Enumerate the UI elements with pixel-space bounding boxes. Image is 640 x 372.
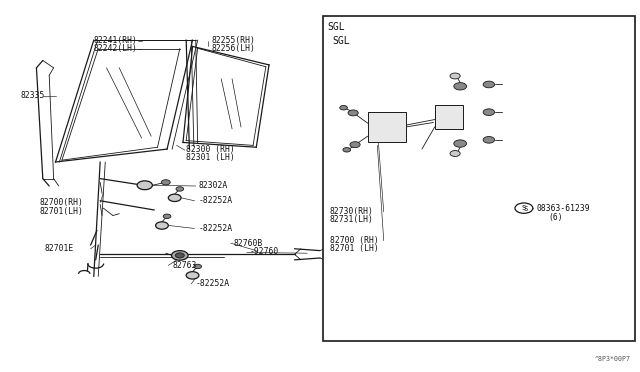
Bar — [435, 105, 463, 129]
Text: 82242(LH): 82242(LH) — [94, 44, 138, 53]
Circle shape — [450, 73, 460, 79]
Text: -82252A: -82252A — [196, 279, 230, 288]
Text: -82252A: -82252A — [199, 224, 233, 233]
Bar — [323, 16, 636, 341]
Text: 82300 (RH): 82300 (RH) — [186, 145, 235, 154]
Text: 82763: 82763 — [172, 261, 196, 270]
Text: 82701 (LH): 82701 (LH) — [330, 244, 378, 253]
Circle shape — [175, 253, 184, 258]
Text: 82700(RH): 82700(RH) — [40, 198, 83, 207]
Text: 82701E: 82701E — [45, 244, 74, 253]
Circle shape — [156, 222, 168, 229]
Circle shape — [454, 83, 467, 90]
Text: 82701(LH): 82701(LH) — [40, 206, 83, 216]
Circle shape — [483, 109, 495, 115]
Circle shape — [186, 272, 199, 279]
Circle shape — [163, 214, 171, 218]
Text: 08363-61239: 08363-61239 — [537, 204, 590, 214]
Circle shape — [168, 194, 181, 202]
Text: 82335: 82335 — [20, 91, 45, 100]
Text: 82241(RH): 82241(RH) — [94, 36, 138, 45]
Circle shape — [176, 187, 184, 191]
Text: 82255(RH): 82255(RH) — [212, 36, 255, 45]
Text: S: S — [522, 205, 526, 211]
Text: -92760: -92760 — [250, 247, 279, 256]
Text: 82302A: 82302A — [199, 182, 228, 190]
Text: -82252A: -82252A — [199, 196, 233, 205]
Circle shape — [172, 251, 188, 260]
Circle shape — [483, 81, 495, 88]
Text: ^8P3*00P7: ^8P3*00P7 — [595, 356, 631, 362]
Circle shape — [340, 106, 348, 110]
Circle shape — [137, 181, 152, 190]
Text: S: S — [524, 206, 528, 212]
Text: 82731(LH): 82731(LH) — [330, 215, 373, 224]
Bar — [368, 112, 406, 142]
Text: 82700 (RH): 82700 (RH) — [330, 236, 378, 245]
Text: SGL: SGL — [328, 22, 345, 32]
Circle shape — [194, 264, 202, 269]
Text: 82301 (LH): 82301 (LH) — [186, 153, 235, 162]
Circle shape — [350, 142, 360, 148]
Circle shape — [483, 137, 495, 143]
Text: (6): (6) — [548, 213, 563, 222]
Text: 82256(LH): 82256(LH) — [212, 44, 255, 53]
Text: SGL: SGL — [333, 36, 350, 46]
Circle shape — [343, 148, 351, 152]
Text: 82760B: 82760B — [234, 239, 263, 248]
Circle shape — [348, 110, 358, 116]
Circle shape — [161, 180, 170, 185]
Circle shape — [450, 151, 460, 157]
Text: 82730(RH): 82730(RH) — [330, 207, 373, 217]
Circle shape — [454, 140, 467, 147]
